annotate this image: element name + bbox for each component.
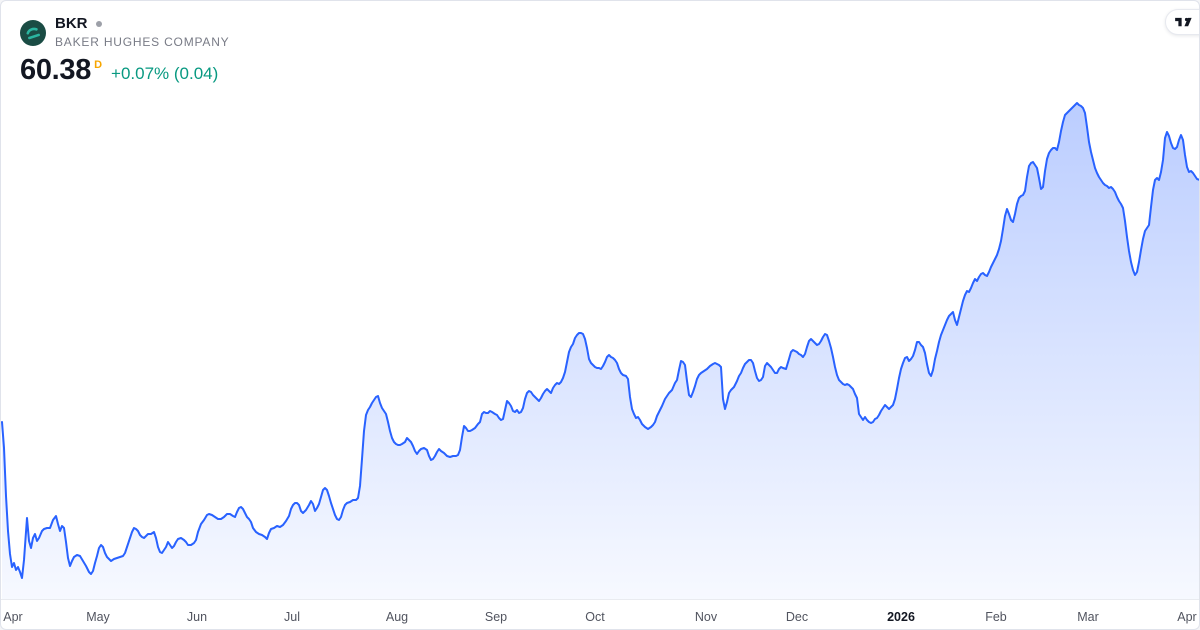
last-price: 60.38 bbox=[20, 54, 92, 86]
tradingview-logo-icon bbox=[1175, 17, 1192, 26]
market-status-dot-icon bbox=[95, 21, 102, 27]
symbol-identity-row: BKR BAKER HUGHES COMPANY bbox=[20, 15, 229, 50]
price-row: 60.38 D +0.07% (0.04) bbox=[20, 55, 229, 85]
symbol-text-block: BKR BAKER HUGHES COMPANY bbox=[55, 15, 229, 50]
price-change: +0.07% (0.04) bbox=[111, 64, 219, 83]
baker-hughes-logo-icon bbox=[26, 27, 40, 39]
company-name: BAKER HUGHES COMPANY bbox=[55, 35, 230, 49]
symbol-logo bbox=[20, 19, 46, 46]
area-fill bbox=[2, 103, 1199, 599]
ticker-row: BKR bbox=[55, 15, 229, 33]
header: BKR BAKER HUGHES COMPANY 60.38 D +0.07% … bbox=[20, 15, 229, 85]
interval-badge[interactable]: D bbox=[94, 59, 103, 71]
tradingview-attribution[interactable] bbox=[1165, 9, 1199, 35]
ticker-symbol[interactable]: BKR bbox=[55, 15, 88, 32]
price-line bbox=[1, 102, 1199, 579]
